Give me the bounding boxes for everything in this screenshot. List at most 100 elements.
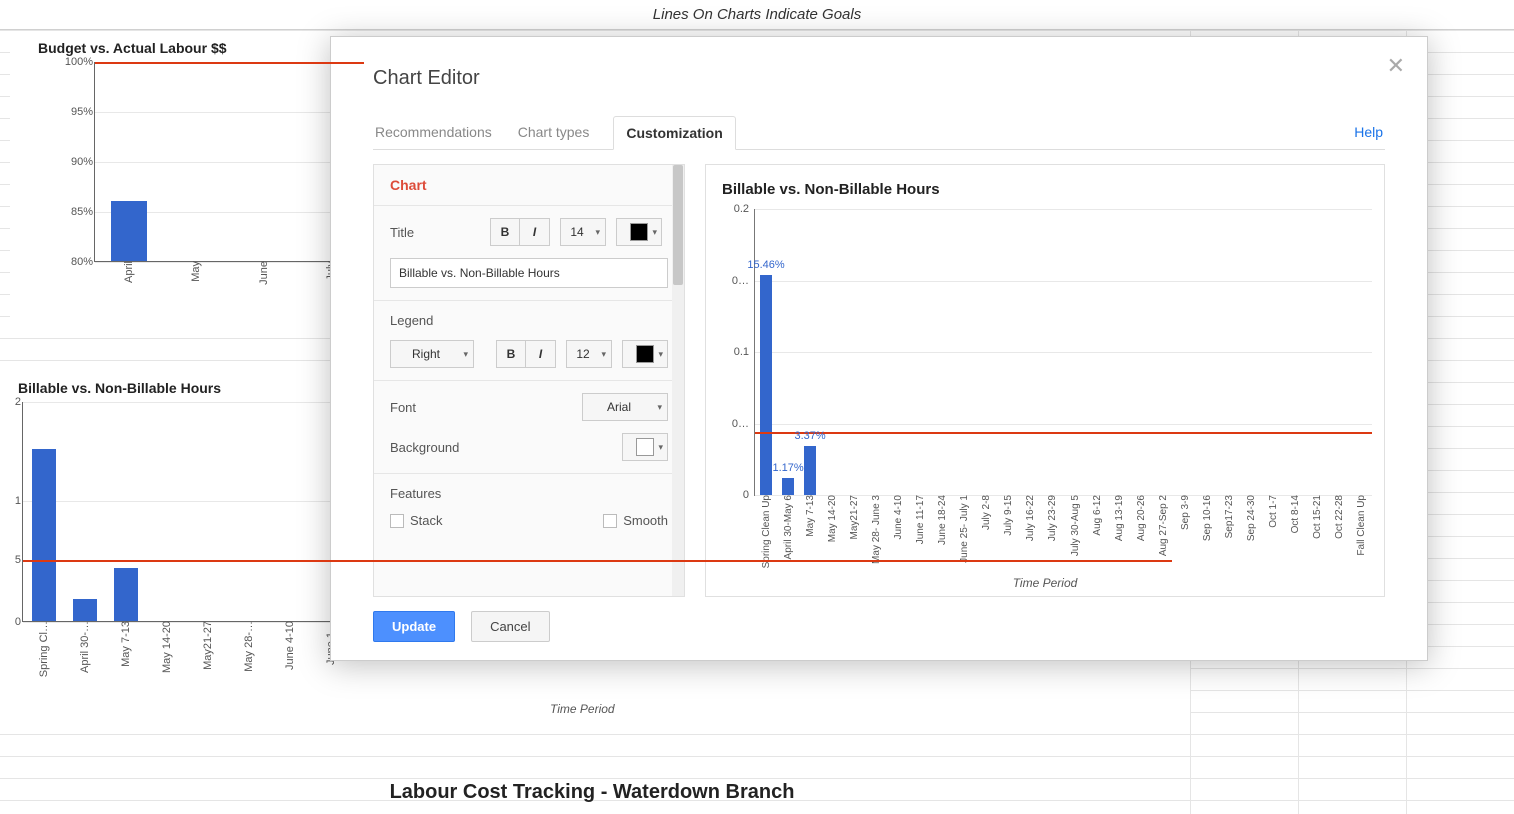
xtick: June 4-10 (893, 495, 904, 543)
xtick: June 11-17 (915, 495, 926, 548)
title-italic-button[interactable]: I (520, 218, 550, 246)
legend-label: Legend (390, 313, 480, 328)
xtick: May (190, 261, 202, 286)
xtick: Oct 1-7 (1268, 495, 1279, 532)
stack-checkbox[interactable]: Stack (390, 513, 443, 528)
ytick: 0.2 (734, 203, 755, 215)
update-button[interactable]: Update (373, 611, 455, 642)
xtick: April 30-May 6 (783, 495, 794, 563)
bar (32, 449, 56, 621)
xtick: Oct 15-21 (1312, 495, 1323, 543)
bar (782, 478, 794, 495)
ytick: 2 (5, 396, 21, 408)
tab-chart-types[interactable]: Chart types (516, 116, 592, 149)
bar (804, 446, 816, 495)
xtick: Sep 24-30 (1246, 495, 1257, 545)
title-color-select[interactable] (616, 218, 662, 246)
xtick: Spring Cl… (38, 621, 50, 681)
chart-preview: Billable vs. Non-Billable Hours 0.2 0… 0.1… (705, 164, 1385, 597)
xtick: June 25- July 1 (959, 495, 970, 567)
background-color-select[interactable] (622, 433, 668, 461)
ytick: 100% (53, 56, 93, 68)
ytick: 80% (53, 256, 93, 268)
xaxis-label-bg: Time Period (550, 702, 615, 716)
font-select[interactable]: Arial (582, 393, 668, 421)
xtick: Aug 6-12 (1092, 495, 1103, 540)
title-style-group: B I (490, 218, 550, 246)
legend-fontsize-select[interactable]: 12 (566, 340, 612, 368)
xtick: June (258, 261, 270, 289)
legend-color-select[interactable] (622, 340, 668, 368)
ytick: 0 (5, 616, 21, 628)
tab-recommendations[interactable]: Recommendations (373, 116, 494, 149)
xtick: June 18-24 (937, 495, 948, 549)
xtick: Oct 8-14 (1290, 495, 1301, 537)
ytick: 5 (5, 554, 21, 566)
xtick: May 7-13 (805, 495, 816, 541)
ytick: 95% (53, 106, 93, 118)
xtick: Fall Clean Up (1356, 495, 1367, 560)
legend-style-group: B I (496, 340, 556, 368)
features-label: Features (390, 486, 668, 501)
data-label: 3.37% (794, 430, 825, 442)
xtick: Aug 20-26 (1136, 495, 1147, 545)
page-title-bottom: Labour Cost Tracking - Waterdown Branch (0, 781, 1184, 804)
page-subtitle: Lines On Charts Indicate Goals (0, 0, 1514, 30)
xtick: July 30-Aug 5 (1070, 495, 1081, 560)
xtick: Aug 13-19 (1114, 495, 1125, 545)
tab-customization[interactable]: Customization (613, 116, 735, 150)
xtick: July 9-15 (1003, 495, 1014, 540)
title-bold-button[interactable]: B (490, 218, 520, 246)
ytick: 0.1 (734, 346, 755, 358)
background-label: Background (390, 440, 480, 455)
xtick: May 28- June 3 (871, 495, 882, 568)
data-label: 1.17% (772, 462, 803, 474)
xtick: April 30-… (79, 621, 91, 677)
xtick: Sep 10-16 (1202, 495, 1213, 545)
xtick: May21-27 (849, 495, 860, 543)
xtick: May 7-13 (120, 621, 132, 671)
legend-position-select[interactable]: Right (390, 340, 474, 368)
ytick: 85% (53, 206, 93, 218)
title-fontsize-select[interactable]: 14 (560, 218, 606, 246)
xtick: May 14-20 (161, 621, 173, 677)
xtick: Sep17-23 (1224, 495, 1235, 542)
panel-scrollbar[interactable] (672, 165, 684, 596)
font-label: Font (390, 400, 480, 415)
bar (73, 599, 97, 621)
xtick: Oct 22-28 (1334, 495, 1345, 543)
ytick: 1 (5, 495, 21, 507)
title-label: Title (390, 225, 480, 240)
help-link[interactable]: Help (1352, 116, 1385, 149)
close-icon[interactable]: ✕ (1387, 53, 1405, 79)
customize-panel: Chart Title B I 14 Legend (373, 164, 685, 597)
bar (111, 201, 147, 261)
xtick: July 16-22 (1025, 495, 1036, 545)
ytick: 0 (743, 489, 755, 501)
ytick: 0… (732, 418, 755, 430)
title-input[interactable] (390, 258, 668, 288)
chart-editor-modal: ✕ Chart Editor Recommendations Chart typ… (330, 36, 1428, 661)
ytick: 90% (53, 156, 93, 168)
xtick: May 28-… (243, 621, 255, 676)
xtick: Sep 3-9 (1180, 495, 1191, 534)
bg-chart-budget: Budget vs. Actual Labour $$ 80% 85% 90% 95%… (10, 40, 330, 330)
xtick: May 14-20 (827, 495, 838, 546)
preview-xaxis-label: Time Period (706, 576, 1384, 590)
preview-title: Billable vs. Non-Billable Hours (722, 181, 1368, 198)
legend-italic-button[interactable]: I (526, 340, 556, 368)
xtick: May21-27 (202, 621, 214, 674)
panel-section-chart[interactable]: Chart (374, 165, 684, 206)
cancel-button[interactable]: Cancel (471, 611, 549, 642)
xtick: Aug 27-Sep 2 (1158, 495, 1169, 560)
xtick: July 2-8 (981, 495, 992, 534)
data-label: 15.46% (747, 259, 784, 271)
ytick: 0… (732, 275, 755, 287)
chart-editor-title: Chart Editor (373, 67, 1385, 90)
smooth-checkbox[interactable]: Smooth (603, 513, 668, 528)
xtick: June 4-10 (284, 621, 296, 674)
chart-editor-tabs: Recommendations Chart types Customizatio… (373, 116, 1385, 150)
legend-bold-button[interactable]: B (496, 340, 526, 368)
xtick: April (123, 261, 135, 287)
bg-chart-budget-title: Budget vs. Actual Labour $$ (10, 40, 330, 56)
